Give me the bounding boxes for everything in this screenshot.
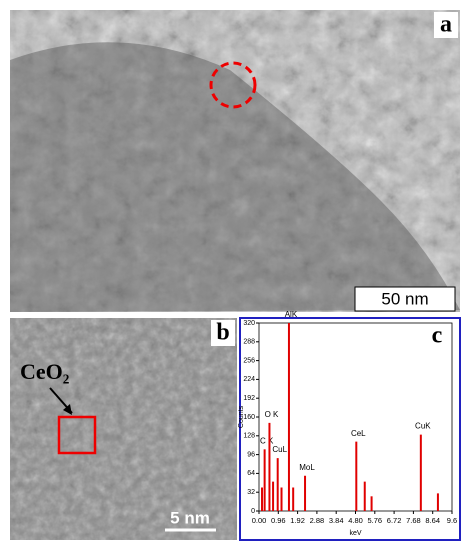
peak-label: CuL bbox=[272, 445, 287, 454]
x-tick-label: 7.68 bbox=[406, 516, 421, 525]
peak-label: AlK bbox=[285, 310, 298, 319]
panel-label: c bbox=[432, 323, 443, 349]
particle-region bbox=[10, 42, 460, 312]
y-tick-label: 320 bbox=[243, 320, 255, 327]
peak-label: C K bbox=[260, 436, 274, 445]
peak-label: O K bbox=[265, 410, 279, 419]
y-tick-label: 288 bbox=[243, 339, 255, 346]
panel-label: b bbox=[216, 320, 229, 346]
x-tick-label: 0.96 bbox=[271, 516, 286, 525]
panel-c: c bbox=[239, 317, 461, 541]
x-tick-label: 2.88 bbox=[310, 516, 325, 525]
panel-label: a bbox=[440, 12, 452, 38]
y-tick-label: 256 bbox=[243, 357, 255, 364]
peak-label: CeL bbox=[351, 429, 366, 438]
x-tick-label: 6.72 bbox=[387, 516, 402, 525]
x-tick-label: 8.64 bbox=[425, 516, 440, 525]
x-axis-label: keV bbox=[349, 530, 361, 537]
x-tick-label: 4.80 bbox=[348, 516, 363, 525]
y-tick-label: 96 bbox=[247, 451, 255, 458]
scale-box bbox=[354, 286, 456, 312]
label-box bbox=[434, 12, 458, 38]
y-tick-label: 0 bbox=[251, 508, 255, 515]
label-box bbox=[211, 320, 235, 346]
scale-bar-label: 5 nm bbox=[170, 508, 210, 527]
x-tick-label: 0.00 bbox=[252, 516, 267, 525]
y-tick-label: 64 bbox=[247, 470, 255, 477]
panel-a: a 50 nm bbox=[10, 10, 460, 312]
arrow-head bbox=[63, 404, 72, 415]
peak-label: MoL bbox=[299, 463, 315, 472]
y-tick-label: 128 bbox=[243, 433, 255, 440]
highlight-box bbox=[57, 415, 97, 455]
tem-image bbox=[10, 10, 460, 312]
panel-b: CeO₂ b 5 nm bbox=[10, 318, 237, 540]
highlight-circle bbox=[209, 61, 257, 109]
x-tick-label: 9.6 bbox=[447, 516, 457, 525]
peak-label: CuK bbox=[415, 422, 431, 431]
x-tick-label: 5.76 bbox=[367, 516, 382, 525]
y-tick-label: 160 bbox=[243, 414, 255, 421]
scale-bar-label: 50 nm bbox=[381, 289, 428, 308]
x-tick-label: 3.84 bbox=[329, 516, 344, 525]
y-tick-label: 192 bbox=[243, 395, 255, 402]
annotation: CeO₂ bbox=[20, 359, 70, 384]
y-axis-label: Counts bbox=[238, 405, 245, 428]
x-tick-label: 1.92 bbox=[290, 516, 305, 525]
y-tick-label: 224 bbox=[243, 376, 255, 383]
tem-image bbox=[10, 318, 237, 540]
y-tick-label: 32 bbox=[247, 489, 255, 496]
panel-frame bbox=[239, 317, 461, 541]
